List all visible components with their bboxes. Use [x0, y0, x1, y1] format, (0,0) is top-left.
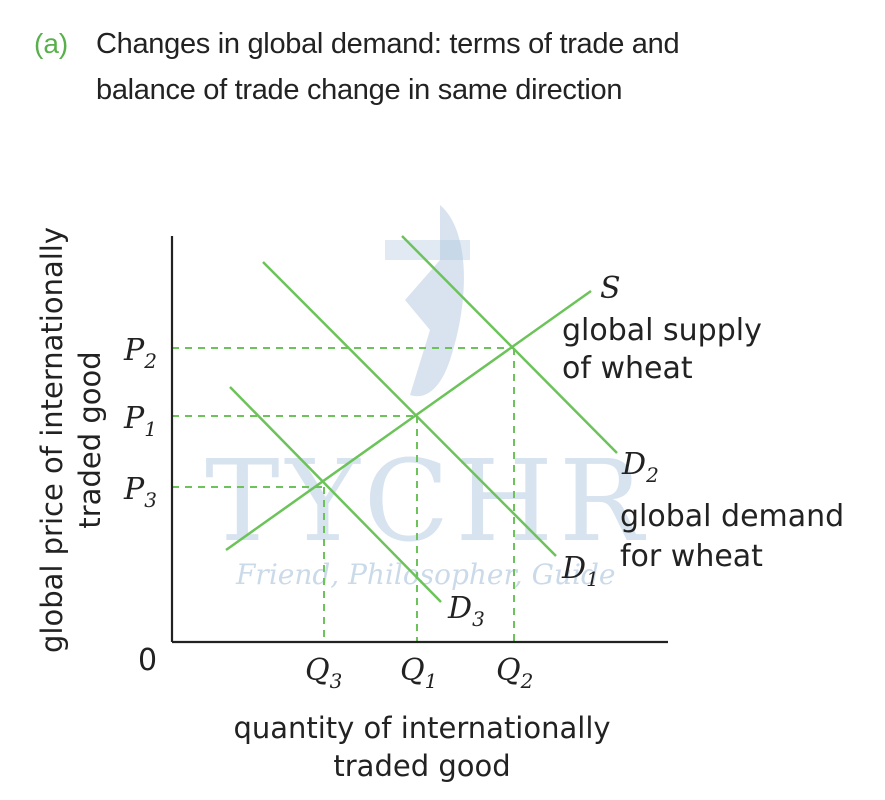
demand-label-d2: D2 [621, 447, 659, 487]
supply-desc-line-1: global supply [562, 313, 762, 348]
price-label-p1: P1 [123, 401, 157, 441]
price-label-p3: P3 [123, 472, 157, 512]
curve-labels: S global supply of wheat D2 D1 D3 global… [447, 271, 844, 631]
price-label-p2: P2 [123, 333, 157, 373]
supply-desc-line-2: of wheat [562, 351, 693, 386]
quantity-label-q2: Q2 [496, 653, 533, 693]
supply-label: S [600, 271, 621, 306]
demand-curve-d1 [262, 261, 557, 557]
x-axis-title-line-1: quantity of internationally [233, 711, 610, 745]
title-line-1: Changes in global demand: terms of trade… [96, 28, 680, 60]
quantity-tick-labels: Q3 Q1 Q2 [305, 653, 533, 693]
watermark-brand: TYCHR [205, 437, 649, 567]
guide-lines [172, 347, 515, 642]
price-tick-labels: P2 P1 P3 [123, 333, 157, 512]
x-axis-title-line-2: traded good [333, 749, 510, 783]
y-axis-title-line-1: global price of internationally [35, 227, 69, 653]
quantity-label-q1: Q1 [400, 653, 437, 693]
watermark-logo-mark-icon [385, 240, 470, 260]
demand-curve-d3 [229, 386, 442, 603]
origin-label: 0 [138, 643, 157, 678]
axes [170, 236, 668, 644]
demand-desc-line-2: for wheat [620, 539, 763, 574]
supply-curve [225, 289, 592, 552]
demand-curve-d2 [401, 235, 618, 454]
title-line-2: balance of trade change in same directio… [96, 74, 623, 106]
panel-tag: (a) [34, 28, 69, 59]
y-axis-title-line-2: traded good [73, 351, 107, 528]
curves [225, 235, 618, 603]
watermark-logo-icon [405, 205, 464, 397]
demand-label-d3: D3 [447, 591, 485, 631]
demand-label-d1: D1 [561, 551, 599, 591]
demand-desc-line-1: global demand [620, 499, 844, 534]
axis-titles: global price of internationally traded g… [35, 227, 611, 783]
quantity-label-q3: Q3 [305, 653, 342, 693]
